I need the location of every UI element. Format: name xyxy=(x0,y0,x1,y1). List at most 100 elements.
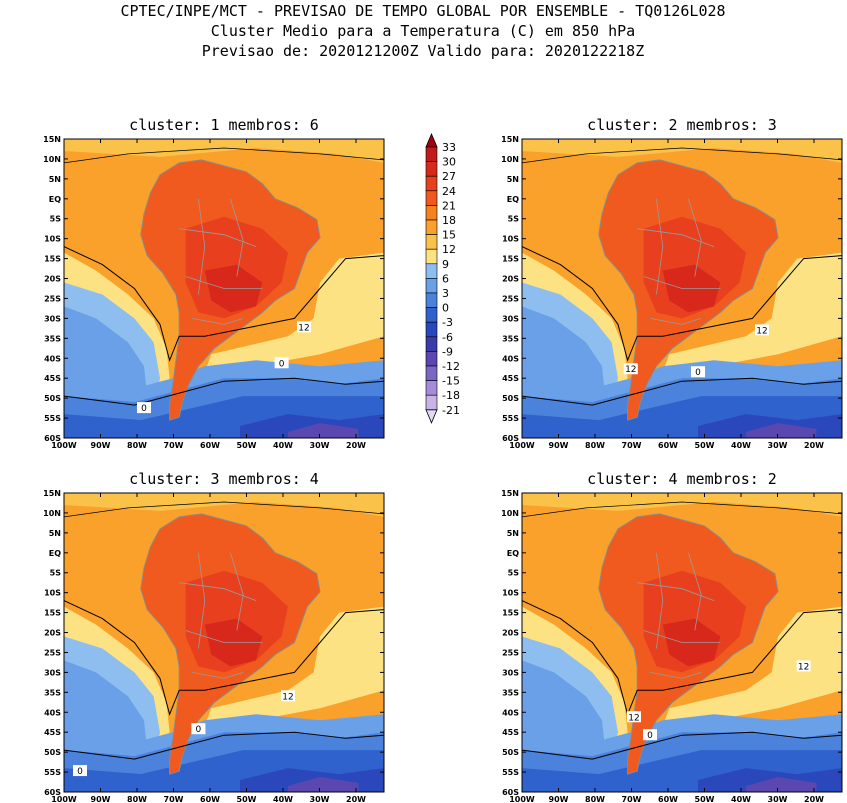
border-line xyxy=(191,318,244,325)
border-line xyxy=(230,552,244,631)
lat-label: 25S xyxy=(44,648,61,657)
map-frame xyxy=(521,492,843,793)
border-line xyxy=(185,630,263,643)
lat-label: 15S xyxy=(44,255,61,264)
lon-label: 60W xyxy=(200,441,220,450)
border-line xyxy=(179,228,257,247)
lat-label: 60S xyxy=(44,788,61,797)
lon-label: 70W xyxy=(622,441,642,450)
lon-label: 50W xyxy=(695,795,715,803)
colorbar-level-label: -12 xyxy=(442,360,460,373)
lon-label: 30W xyxy=(768,795,788,803)
colorbar-swatch xyxy=(425,292,438,308)
header-line-1: CPTEC/INPE/MCT - PREVISAO DE TEMPO GLOBA… xyxy=(120,2,725,20)
lat-label: 15S xyxy=(44,609,61,618)
lat-label: 20S xyxy=(44,629,61,638)
coastline xyxy=(598,513,779,775)
colorbar-swatch xyxy=(425,146,438,162)
lat-label: 25S xyxy=(44,294,61,303)
lat-label: 10S xyxy=(44,589,61,598)
contour-12 xyxy=(64,600,384,716)
contour-12 xyxy=(522,600,842,716)
continent-field-north xyxy=(618,159,682,199)
lat-label: 5N xyxy=(49,529,61,538)
lon-label: 60W xyxy=(658,441,678,450)
lat-label: 25S xyxy=(502,294,519,303)
map-frame xyxy=(63,492,385,793)
lon-label: 40W xyxy=(273,795,293,803)
contour-label: 0 xyxy=(279,359,285,369)
lat-label: 50S xyxy=(502,394,519,403)
lat-label: 55S xyxy=(44,414,61,423)
border-line xyxy=(191,672,244,679)
contour-label-box xyxy=(796,660,811,672)
colorbar-swatch xyxy=(425,278,438,294)
lon-label: 90W xyxy=(91,795,111,803)
lat-label: 55S xyxy=(44,768,61,777)
border-line xyxy=(643,630,721,643)
lat-label: 55S xyxy=(502,768,519,777)
lon-label: 100W xyxy=(509,441,535,450)
lat-label: 40S xyxy=(502,708,519,717)
map-panel-cluster-4: 12 12 0 15N 10N 5N EQ 5S 10S 15S 20S 25S 30S 35S 40S 45… xyxy=(501,489,843,803)
lon-label: 60W xyxy=(200,795,220,803)
contour-label: 0 xyxy=(77,767,83,777)
border-line xyxy=(198,552,206,649)
panel-2-title: cluster: 2 membros: 3 xyxy=(587,116,777,134)
colorbar-level-label: -18 xyxy=(442,389,460,402)
lat-label: 10N xyxy=(501,509,519,518)
contour-label-box xyxy=(137,402,151,414)
border-line xyxy=(637,582,715,601)
lat-label: 30S xyxy=(44,314,61,323)
colorbar-level-label: 21 xyxy=(442,199,456,212)
coastline xyxy=(140,159,321,421)
lat-label: 15N xyxy=(43,135,61,144)
lat-label: 5N xyxy=(49,175,61,184)
panel-1-title: cluster: 1 membros: 6 xyxy=(129,116,319,134)
border-line xyxy=(198,198,206,295)
lon-label: 100W xyxy=(509,795,535,803)
contour-label: 12 xyxy=(625,365,636,375)
lat-label: EQ xyxy=(49,195,61,204)
field-minus9-south xyxy=(288,423,359,438)
lon-label: 80W xyxy=(127,441,147,450)
lon-label: 90W xyxy=(549,795,569,803)
contour-label: 0 xyxy=(141,404,147,414)
field-12-north xyxy=(522,493,842,517)
lat-label: 60S xyxy=(44,434,61,443)
lon-label: 80W xyxy=(585,795,605,803)
contour-12 xyxy=(522,246,842,362)
contour-0 xyxy=(522,377,842,406)
lon-label: 70W xyxy=(622,795,642,803)
lat-label: 10N xyxy=(43,509,61,518)
contour-15-north xyxy=(522,147,842,164)
continent-field-north xyxy=(160,159,224,199)
lat-label: 10N xyxy=(43,155,61,164)
contour-label: 12 xyxy=(756,326,767,336)
map-field xyxy=(64,139,384,438)
contour-label-box xyxy=(755,324,769,336)
contour-12 xyxy=(64,246,384,362)
lon-label: 40W xyxy=(731,441,751,450)
map-field xyxy=(522,139,842,438)
colorbar-swatch xyxy=(425,380,438,396)
coastline xyxy=(140,513,321,775)
contour-label-box xyxy=(623,363,638,375)
lat-label: 40S xyxy=(502,354,519,363)
lon-label: 30W xyxy=(310,441,330,450)
colorbar-level-label: 6 xyxy=(442,272,449,285)
lon-label: 100W xyxy=(51,441,77,450)
field-3-west xyxy=(522,660,606,757)
map-field xyxy=(522,493,842,792)
colorbar-level-label: 18 xyxy=(442,214,456,227)
border-line xyxy=(688,198,702,277)
colorbar-bottom-arrow xyxy=(425,409,438,424)
field-minus9-south xyxy=(288,777,359,792)
border-line xyxy=(656,552,664,649)
colorbar-swatch xyxy=(425,321,438,338)
colorbar-swatch xyxy=(425,190,438,206)
lat-label: 30S xyxy=(502,314,519,323)
colorbar-swatch xyxy=(425,263,438,279)
lon-label: 50W xyxy=(237,441,257,450)
